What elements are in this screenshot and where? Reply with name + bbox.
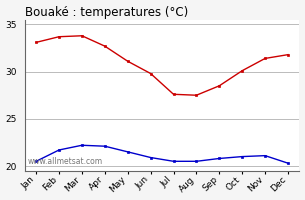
Text: Bouaké : temperatures (°C): Bouaké : temperatures (°C) bbox=[25, 6, 188, 19]
Text: www.allmetsat.com: www.allmetsat.com bbox=[27, 157, 102, 166]
